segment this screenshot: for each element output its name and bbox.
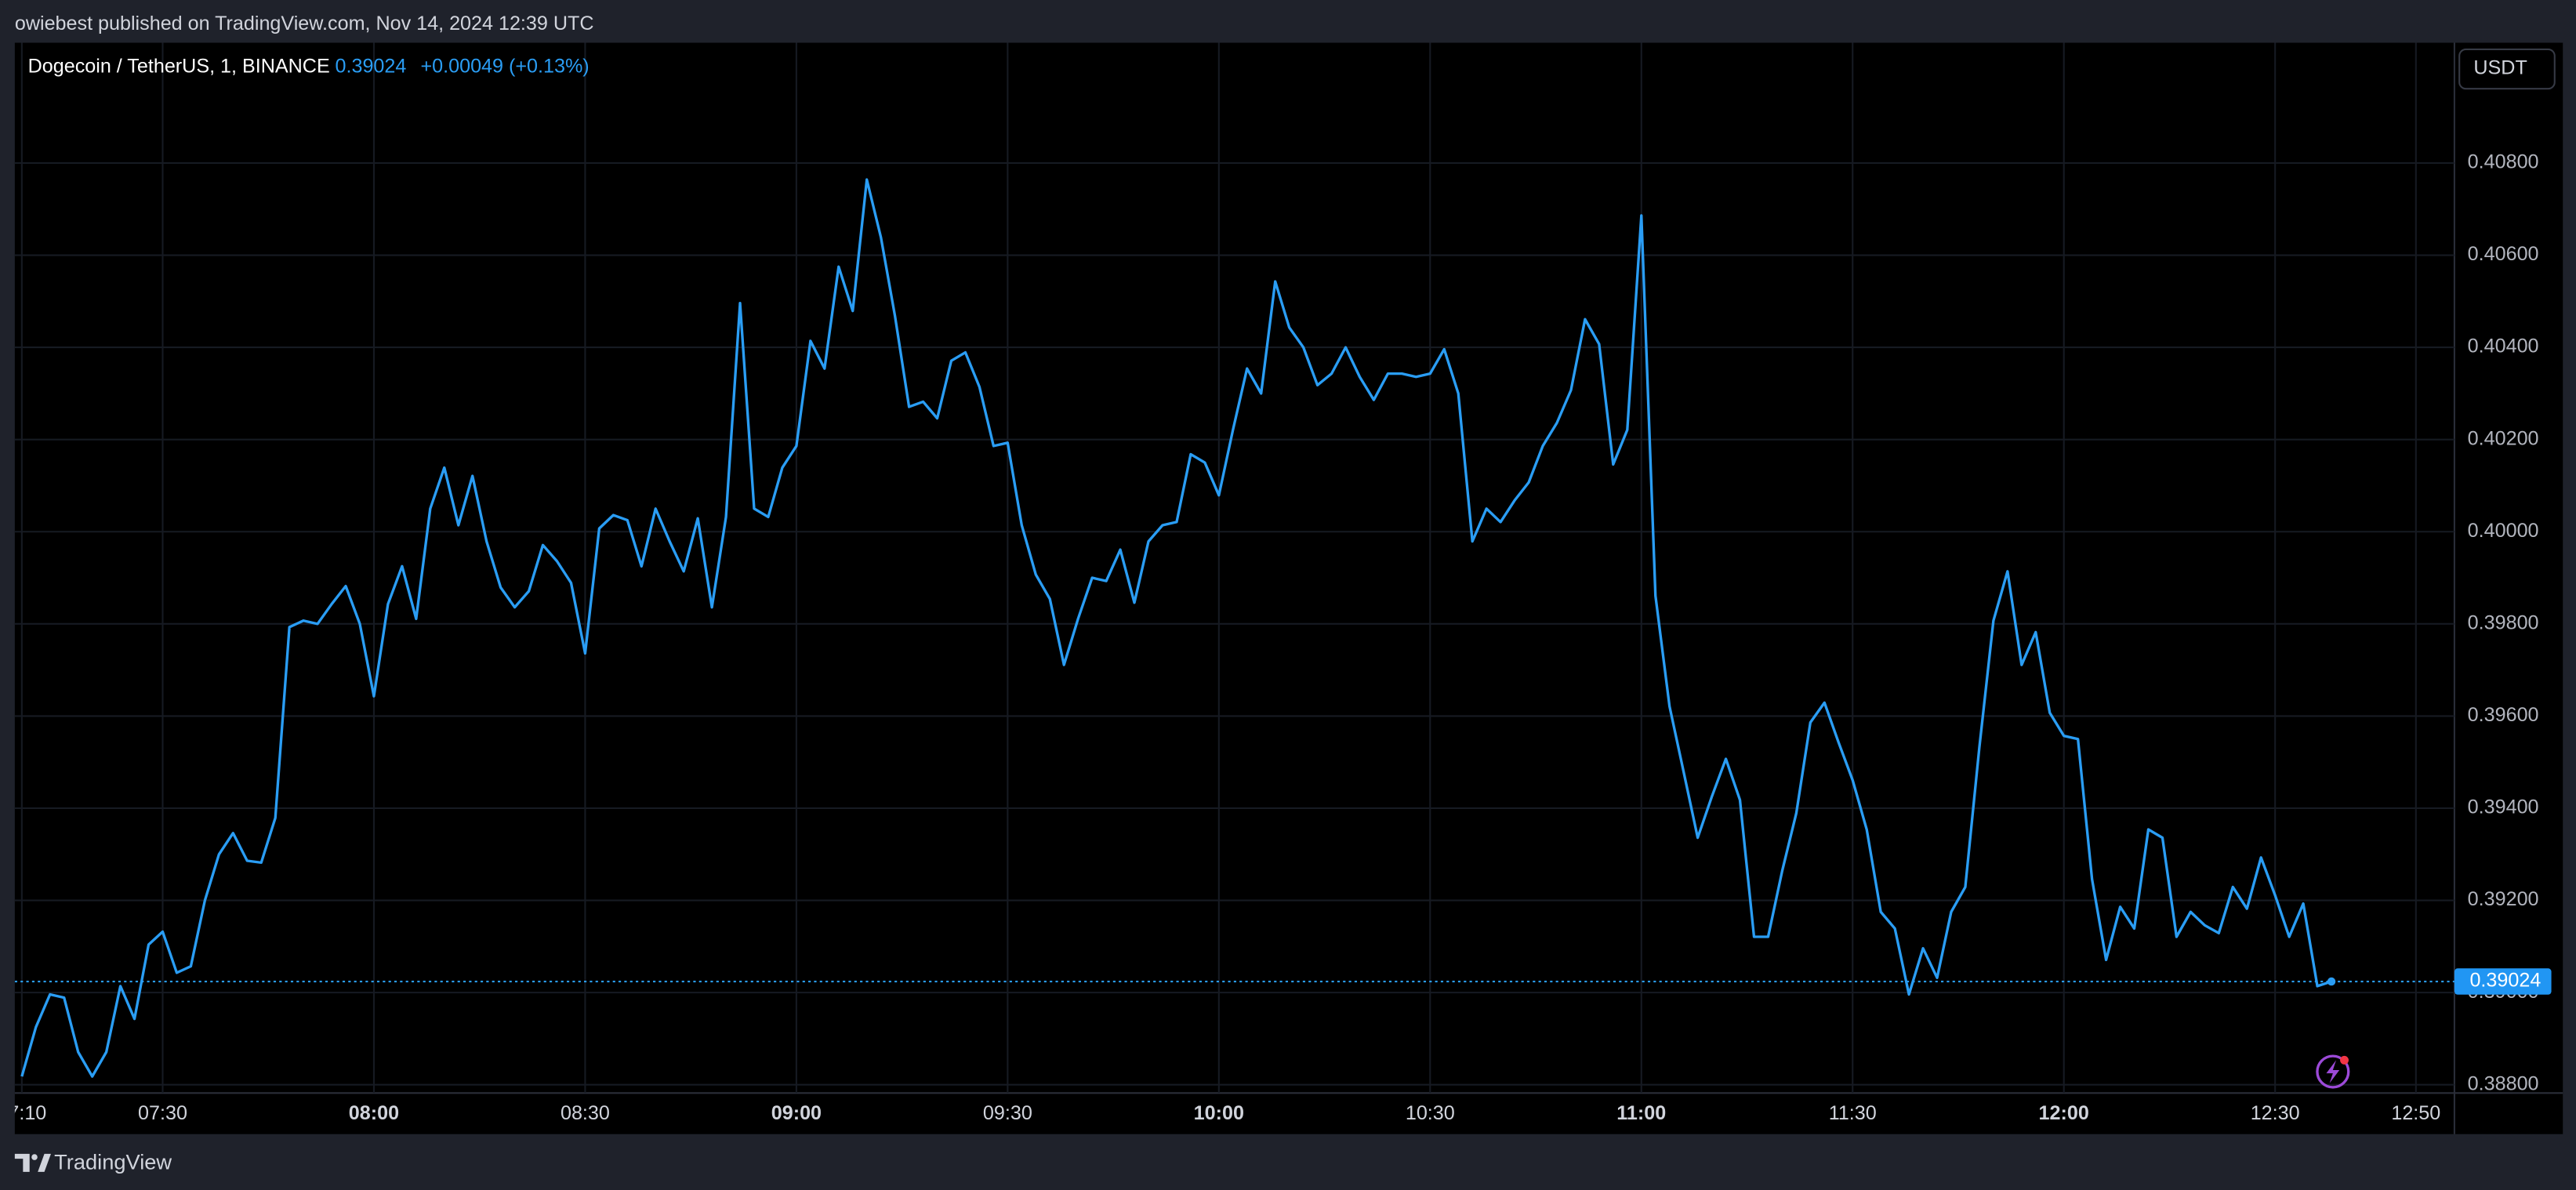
x-tick-label: 12:30 xyxy=(2251,1102,2300,1124)
x-tick-label: 10:00 xyxy=(1194,1102,1244,1124)
publisher-line: owiebest published on TradingView.com, N… xyxy=(15,13,594,34)
last-price-badge-label: 0.39024 xyxy=(2469,970,2541,992)
x-tick-label: 07:30 xyxy=(138,1102,187,1124)
lightning-icon[interactable] xyxy=(2316,1054,2350,1089)
time-axis: 07:10 07:30 08:00 08:30 09:00 09:30 10:00 10:30… xyxy=(0,1102,2440,1124)
symbol-title: Dogecoin / TetherUS, 1, BINANCE xyxy=(28,56,330,78)
legend-last-price: 0.39024 xyxy=(336,56,407,78)
plot xyxy=(14,178,2454,1078)
x-tick-label: 12:00 xyxy=(2039,1102,2089,1124)
tradingview-logo xyxy=(14,1153,51,1172)
y-tick-label: 0.39200 xyxy=(2468,888,2539,910)
y-tick-label: 0.40600 xyxy=(2468,243,2539,265)
x-tick-label: 08:00 xyxy=(349,1102,399,1124)
x-tick-label: 11:30 xyxy=(1829,1102,1877,1124)
grid xyxy=(14,42,2454,1094)
brand-name: TradingView xyxy=(54,1150,172,1174)
y-tick-label: 0.39800 xyxy=(2468,611,2539,633)
currency-button[interactable] xyxy=(2458,48,2556,90)
x-tick-label: 11:00 xyxy=(1616,1102,1666,1124)
currency-label[interactable]: USDT xyxy=(2473,57,2527,79)
last-price-badge xyxy=(2454,968,2552,995)
price-axis: 0.388000.390000.392000.394000.396000.398… xyxy=(2454,151,2552,1094)
legend-change: +0.00049 (+0.13%) xyxy=(420,56,589,78)
y-tick-label: 0.40400 xyxy=(2468,336,2539,357)
x-tick-label: 12:50 xyxy=(2391,1102,2440,1124)
x-tick-label: 09:00 xyxy=(771,1102,822,1124)
y-tick-label: 0.39600 xyxy=(2468,704,2539,726)
y-tick-label: 0.39400 xyxy=(2468,796,2539,818)
y-tick-label: 0.38800 xyxy=(2468,1072,2539,1094)
y-tick-label: 0.40000 xyxy=(2468,520,2539,542)
x-tick-label: 07:10 xyxy=(0,1102,46,1124)
x-tick-label: 10:30 xyxy=(1406,1102,1455,1124)
price-line xyxy=(20,178,2332,1078)
last-point xyxy=(2327,977,2336,986)
y-tick-label: 0.40800 xyxy=(2468,151,2539,173)
x-tick-label: 08:30 xyxy=(561,1102,610,1124)
y-tick-label: 0.40200 xyxy=(2468,427,2539,449)
x-tick-label: 09:30 xyxy=(983,1102,1032,1124)
chart-panel xyxy=(14,42,2563,1134)
